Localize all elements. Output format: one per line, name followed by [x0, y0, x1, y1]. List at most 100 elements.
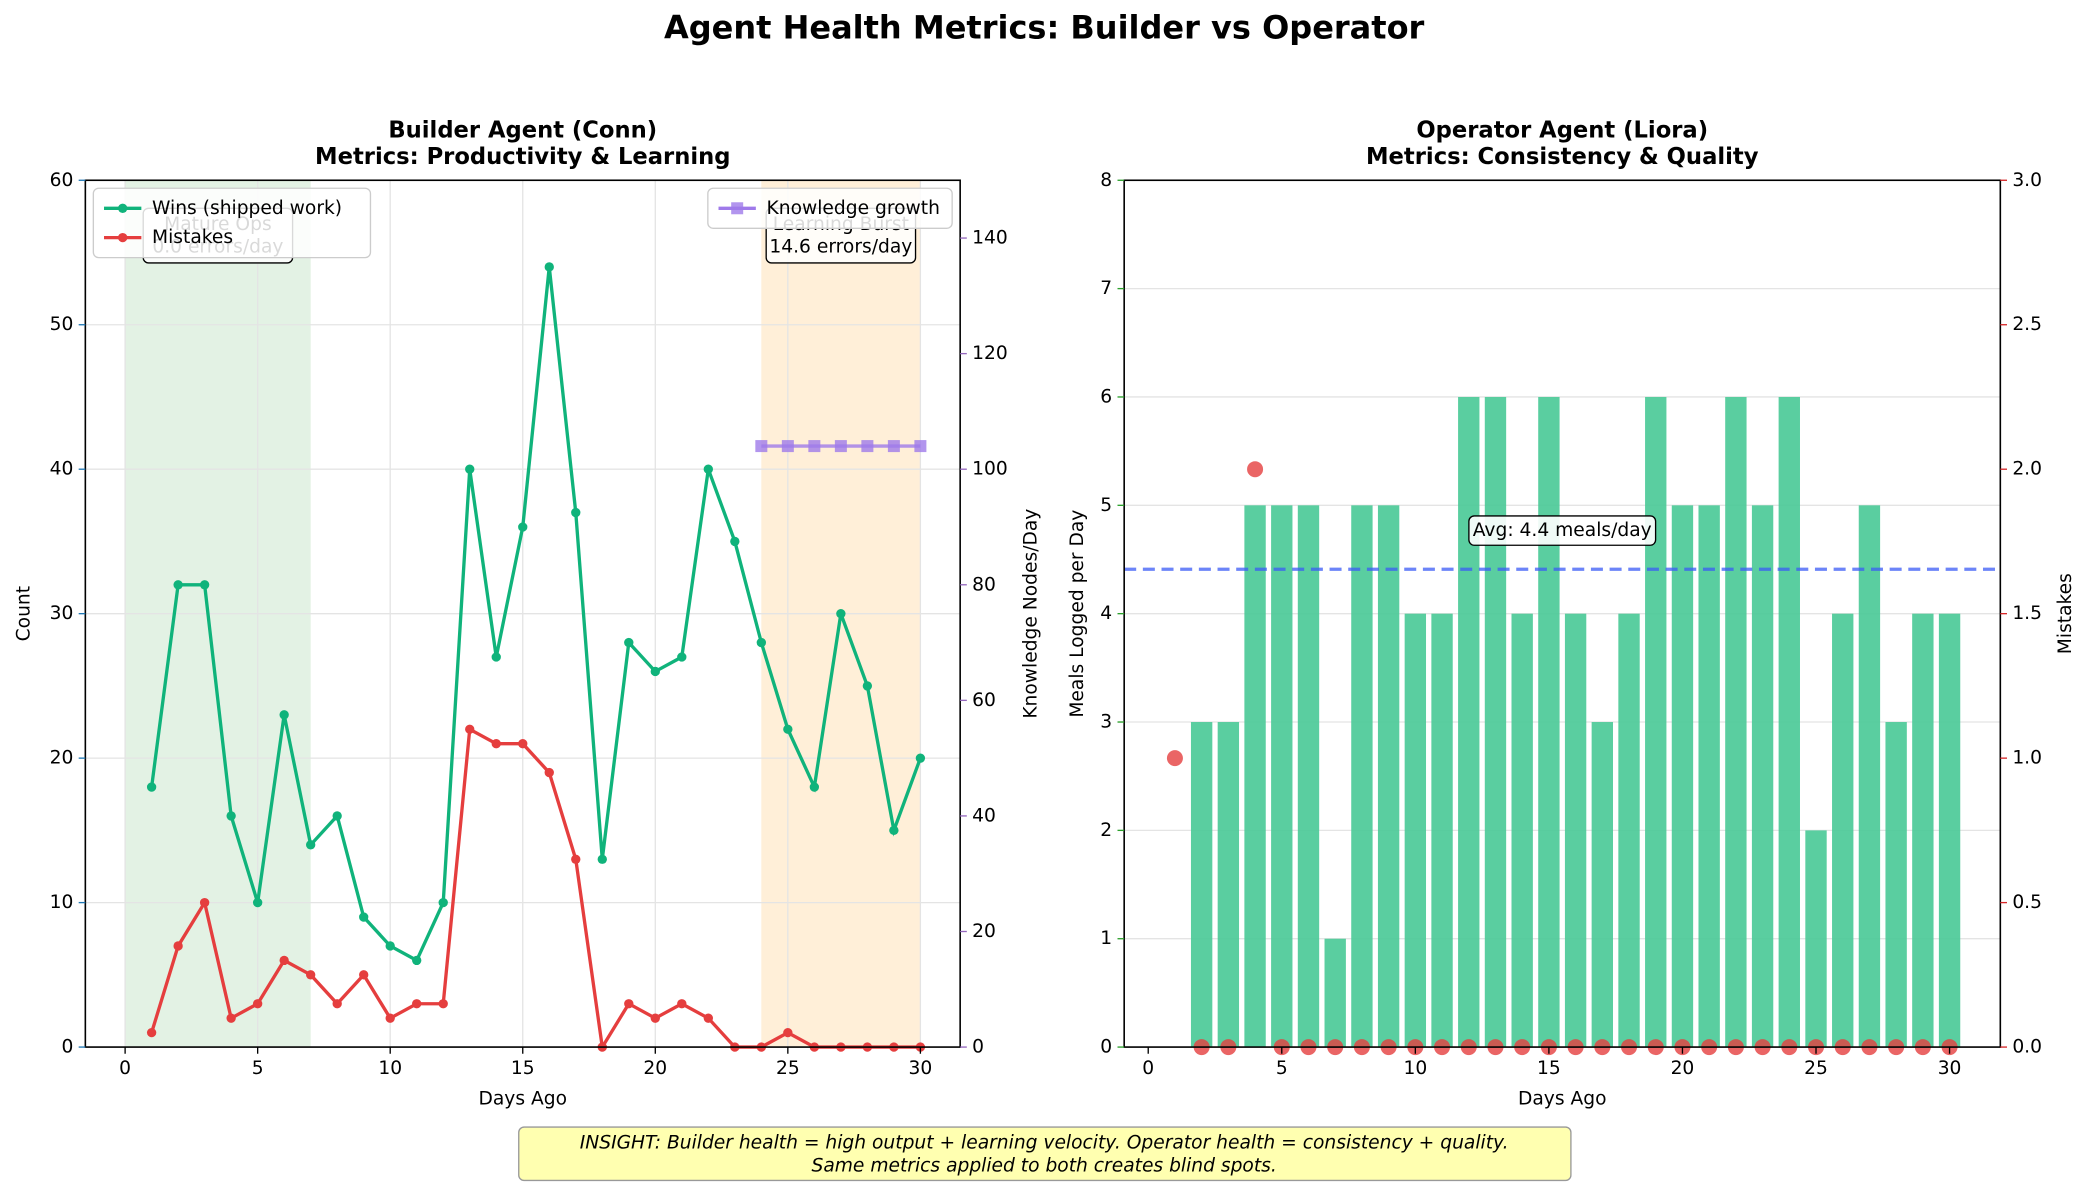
data-point	[332, 811, 342, 821]
insight-text: Same metrics applied to both creates bli…	[811, 1155, 1276, 1176]
bar	[1404, 613, 1427, 1048]
bar	[1618, 613, 1640, 1048]
data-point	[544, 767, 554, 778]
y2-tick-label: 20	[972, 921, 996, 942]
data-point	[465, 724, 475, 734]
y-tick-label: 0	[61, 1037, 73, 1058]
x-tick-label: 10	[378, 1058, 402, 1079]
data-point	[199, 580, 210, 590]
bar	[1591, 722, 1614, 1048]
data-point	[279, 710, 289, 720]
data-point	[226, 811, 236, 821]
bar	[1805, 830, 1827, 1048]
bar	[1431, 613, 1453, 1048]
bar	[1377, 505, 1400, 1048]
y-axis-label: Count	[14, 586, 35, 641]
data-point	[306, 970, 316, 980]
y-tick-label: 8	[1100, 170, 1112, 191]
data-point	[755, 440, 768, 453]
y-tick-label: 10	[50, 892, 74, 913]
scatter-point	[1247, 461, 1264, 478]
data-point	[359, 970, 369, 980]
bar	[1778, 396, 1800, 1048]
bar	[1751, 505, 1774, 1048]
bar	[1938, 613, 1961, 1048]
y2-tick-label: 100	[972, 459, 1008, 480]
y2-tick-label: 140	[972, 228, 1008, 249]
y-tick-label: 40	[50, 459, 74, 480]
y-tick-label: 5	[1100, 495, 1112, 516]
data-point	[915, 753, 926, 763]
chart-subtitle: Metrics: Productivity & Learning	[315, 144, 730, 170]
data-point	[834, 440, 847, 453]
x-axis-label: Days Ago	[1518, 1089, 1607, 1110]
series-line	[150, 726, 921, 1052]
bar	[1244, 505, 1266, 1048]
data-point	[677, 652, 687, 662]
y-tick-label: 60	[50, 170, 74, 191]
y2-tick-label: 1.5	[2012, 603, 2042, 624]
legend-label: Mistakes	[152, 227, 233, 248]
chart-title: Operator Agent (Liora)	[1416, 117, 1708, 143]
data-point	[650, 666, 660, 677]
data-point	[252, 999, 263, 1009]
data-point	[862, 681, 873, 691]
data-point	[332, 999, 342, 1009]
data-point	[597, 854, 607, 864]
bar	[1297, 505, 1320, 1048]
data-point	[438, 999, 448, 1009]
annotation-text: Avg: 4.4 meals/day	[1473, 520, 1652, 541]
bar	[1511, 613, 1533, 1048]
data-point	[756, 637, 767, 648]
y2-tick-label: 0.5	[2012, 892, 2042, 913]
data-point	[385, 1013, 395, 1023]
y2-tick-label: 80	[972, 574, 996, 595]
bar	[1912, 613, 1934, 1048]
bar	[1671, 505, 1694, 1048]
legend-marker	[731, 202, 744, 215]
data-point	[491, 739, 501, 749]
y2-tick-label: 1.0	[2012, 748, 2042, 769]
data-point	[226, 1013, 236, 1023]
bar	[1885, 722, 1907, 1048]
x-tick-label: 0	[119, 1058, 131, 1079]
y2-tick-label: 60	[972, 690, 996, 711]
scatter-point	[1166, 750, 1183, 767]
y-tick-label: 3	[1100, 712, 1112, 733]
bar	[1484, 396, 1507, 1048]
insight-box	[518, 1126, 1572, 1182]
x-axis-label: Days Ago	[478, 1089, 567, 1110]
legend-box	[92, 187, 372, 259]
y-tick-label: 6	[1100, 386, 1112, 407]
bar	[1217, 722, 1240, 1048]
data-point	[571, 854, 581, 864]
bar	[1458, 396, 1480, 1048]
x-tick-label: 0	[1142, 1058, 1154, 1079]
data-point	[730, 536, 740, 547]
y-tick-label: 2	[1100, 820, 1112, 841]
data-point	[808, 440, 821, 453]
bar	[1564, 613, 1587, 1048]
y2-tick-label: 0	[972, 1037, 984, 1058]
y2-tick-label: 120	[972, 343, 1008, 364]
y-tick-label: 50	[50, 314, 74, 335]
data-point	[544, 262, 554, 272]
data-point	[783, 724, 793, 734]
data-point	[306, 840, 316, 850]
y2-tick-label: 2.5	[2012, 314, 2042, 335]
x-tick-label: 25	[1804, 1058, 1828, 1079]
data-point	[359, 912, 369, 922]
data-point	[146, 782, 157, 792]
annotation-text: 14.6 errors/day	[769, 236, 912, 257]
y-tick-label: 4	[1100, 603, 1112, 624]
y2-axis-label: Knowledge Nodes/Day	[1020, 509, 1041, 719]
x-tick-label: 25	[776, 1058, 800, 1079]
y2-axis-label: Mistakes	[2055, 573, 2076, 654]
data-point	[624, 999, 634, 1009]
data-point	[146, 1027, 157, 1038]
x-tick-label: 30	[909, 1058, 933, 1079]
data-point	[252, 897, 263, 908]
legend-marker	[118, 232, 128, 243]
